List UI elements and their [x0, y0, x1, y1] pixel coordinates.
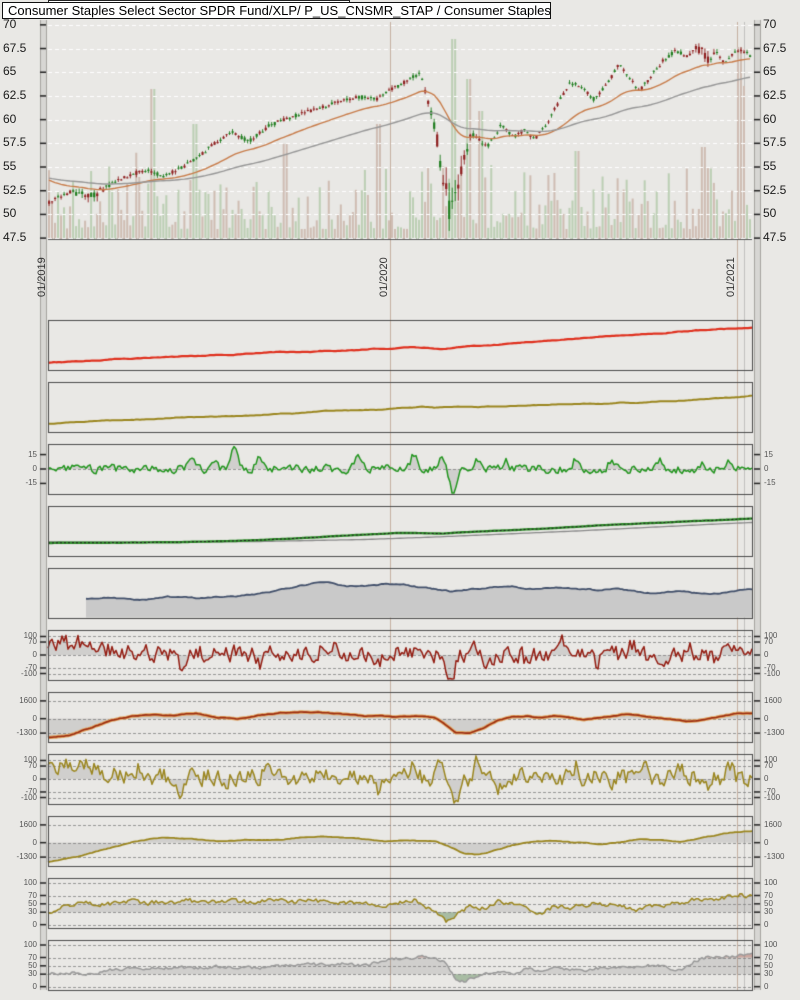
panel-y-label-right: -70: [764, 786, 776, 796]
panel-y-label-right: 0: [764, 713, 769, 723]
main-y-label-left: 50: [3, 206, 17, 221]
main-y-label-left: 57.5: [3, 135, 27, 150]
main-y-label-left: 52.5: [3, 182, 27, 197]
panel-y-label-right: -70: [764, 662, 776, 672]
main-y-label-left: 67.5: [3, 40, 27, 55]
panel-y-label-left: 70: [28, 890, 37, 900]
main-y-label-right: 60: [763, 111, 777, 126]
panel-y-label-left: 70: [28, 761, 37, 771]
panel-y-label-left: -15: [25, 478, 37, 488]
panel-y-label-left: -100: [20, 792, 37, 802]
main-y-label-right: 55: [763, 159, 777, 174]
panel-y-label-left: 100: [23, 631, 37, 641]
panel-y-label-left: 50: [28, 898, 37, 908]
main-y-label-right: 62.5: [763, 87, 787, 102]
panel-y-label-left: 30: [28, 969, 37, 979]
panel-y-label-left: 0: [32, 981, 37, 991]
panel-y-label-left: -1300: [16, 728, 37, 738]
panel-y-label-right: -100: [764, 792, 781, 802]
x-axis-label: 01/2021: [725, 257, 737, 297]
panel-y-label-right: -1300: [764, 728, 785, 738]
panel-y-label-right: 70: [764, 952, 773, 962]
panel-y-label-left: -70: [25, 662, 37, 672]
panel-y-label-left: 0: [32, 713, 37, 723]
main-y-label-left: 62.5: [3, 87, 27, 102]
panel-y-label-right: 0: [764, 981, 769, 991]
panel-y-label-right: 50: [764, 898, 773, 908]
panel-y-label-right: 100: [764, 878, 778, 887]
panel-y-label-left: -70: [25, 786, 37, 796]
main-y-label-right: 65: [763, 64, 777, 79]
panel-y-label-right: 100: [764, 631, 778, 641]
panel-y-label-right: 30: [764, 969, 773, 979]
panel-y-label-left: 100: [23, 755, 37, 765]
panel-y-label-right: 1600: [764, 695, 782, 705]
panel-y-label-left: 50: [28, 960, 37, 970]
panel-y-label-left: 1600: [19, 819, 37, 829]
panel-y-label-right: 100: [764, 755, 778, 765]
panel-y-label-right: 15: [764, 449, 773, 459]
panel-y-label-left: 100: [23, 878, 37, 887]
main-y-label-right: 50: [763, 206, 777, 221]
panel-y-label-left: 0: [32, 774, 37, 783]
panel-y-label-right: 70: [764, 890, 773, 900]
panel-y-label-right: 0: [764, 464, 769, 473]
panel-y-label-right: -1300: [764, 852, 785, 862]
panel-y-label-right: 50: [764, 960, 773, 970]
main-y-label-right: 52.5: [763, 182, 787, 197]
panel-y-label-left: 15: [28, 449, 37, 459]
main-y-label-right: 57.5: [763, 135, 787, 150]
panel-y-label-left: 0: [32, 919, 37, 929]
panel-y-label-left: 30: [28, 907, 37, 917]
panel-y-label-right: 0: [764, 650, 769, 659]
panel-y-label-right: 0: [764, 774, 769, 783]
panel-y-label-right: 0: [764, 837, 769, 847]
x-axis-label: 01/2020: [378, 257, 390, 297]
main-y-label-left: 65: [3, 64, 17, 79]
panel-y-label-left: 0: [32, 837, 37, 847]
panel-y-label-left: 0: [32, 650, 37, 659]
main-y-label-left: 55: [3, 159, 17, 174]
panel-y-label-left: -100: [20, 668, 37, 678]
main-y-label-right: 67.5: [763, 40, 787, 55]
panel-y-label-right: 100: [764, 940, 778, 949]
main-y-label-left: 60: [3, 111, 17, 126]
panel-y-label-left: -1300: [16, 852, 37, 862]
panel-y-label-left: 70: [28, 952, 37, 962]
panel-y-label-left: 100: [23, 940, 37, 949]
chart-title-box: Consumer Staples Select Sector SPDR Fund…: [2, 2, 551, 19]
panel-y-label-right: -15: [764, 478, 776, 488]
main-y-label-left: 70: [3, 16, 17, 31]
panel-y-label-left: 70: [28, 637, 37, 647]
panel-y-label-right: -100: [764, 668, 781, 678]
panel-y-label-right: 30: [764, 907, 773, 917]
panel-y-label-right: 1600: [764, 819, 782, 829]
panel-y-label-right: 70: [764, 761, 773, 771]
main-y-label-right: 70: [763, 16, 777, 31]
x-axis-label: 01/2019: [36, 257, 48, 297]
panel-y-label-right: 0: [764, 919, 769, 929]
main-y-label-left: 47.5: [3, 230, 27, 245]
panel-y-label-left: 0: [32, 464, 37, 473]
main-y-label-right: 47.5: [763, 230, 787, 245]
panel-y-label-left: 1600: [19, 695, 37, 705]
panel-y-label-right: 70: [764, 637, 773, 647]
